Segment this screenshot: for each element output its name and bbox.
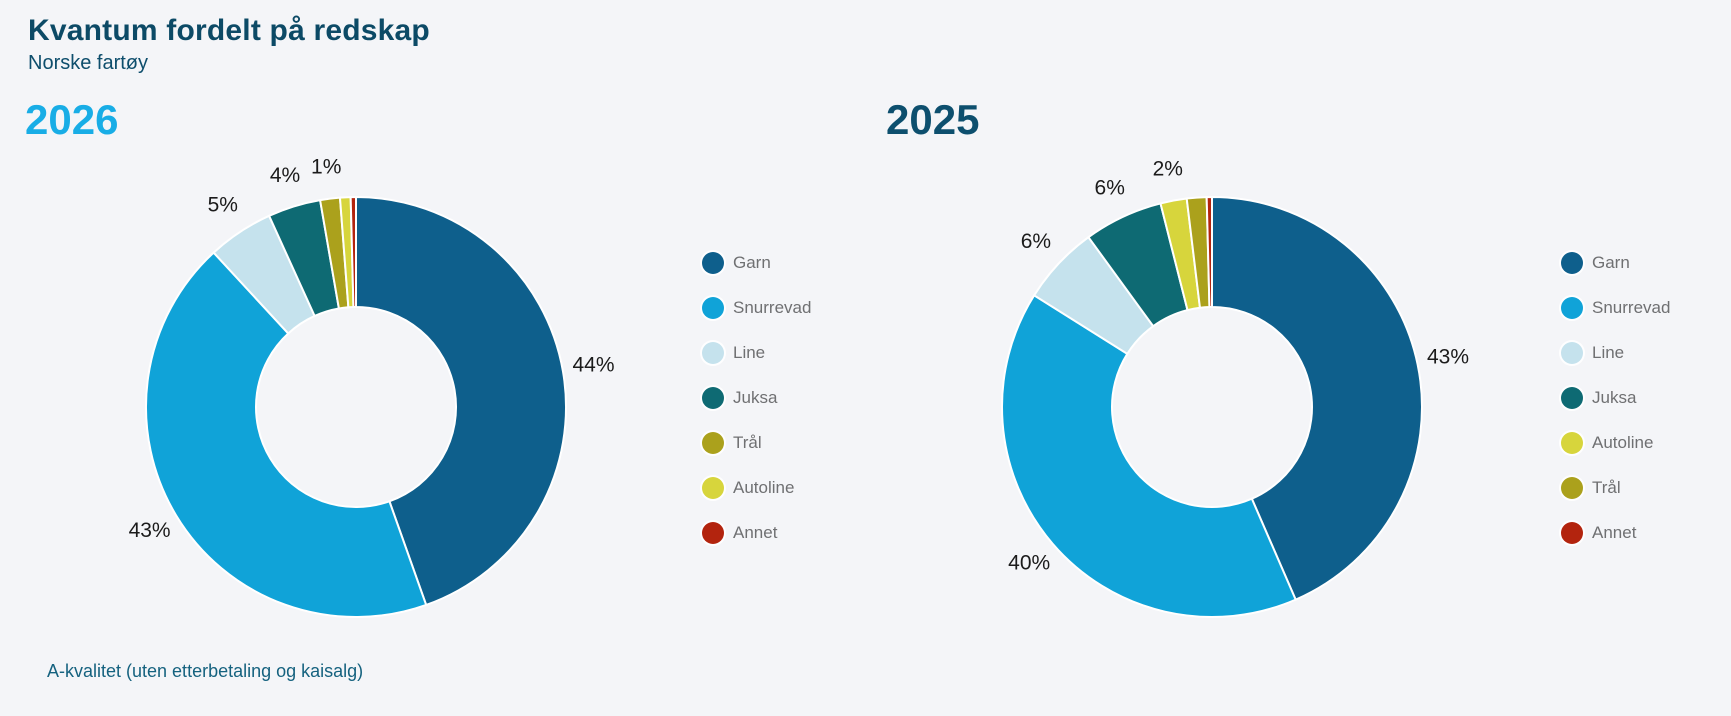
legend-item-line-2025[interactable]: Line	[1561, 342, 1670, 364]
slice-label-juksa-2025: 6%	[1095, 176, 1125, 199]
page-subtitle: Norske fartøy	[28, 52, 149, 74]
legend-item-tral-2025[interactable]: Trål	[1561, 477, 1670, 499]
slice-garn-2026[interactable]	[355, 195, 567, 607]
legend-label: Autoline	[1592, 433, 1654, 452]
legend-2025: Garn Snurrevad Line Juksa Autoline Trål Annet	[1561, 252, 1670, 567]
legend-color-dot-icon	[1561, 522, 1583, 544]
legend-color-dot-icon	[702, 477, 724, 499]
slice-label-line-2025: 6%	[1021, 230, 1051, 253]
slice-annet-2025[interactable]	[1205, 195, 1213, 309]
legend-label: Juksa	[1592, 388, 1637, 407]
slice-label-garn-2025: 43%	[1427, 346, 1469, 369]
legend-label: Trål	[733, 433, 762, 452]
legend-item-garn-2025[interactable]: Garn	[1561, 252, 1670, 274]
slice-label-autoline-2025: 2%	[1153, 158, 1183, 181]
legend-label: Line	[733, 343, 766, 362]
legend-color-dot-icon	[1561, 432, 1583, 454]
legend-color-dot-icon	[702, 342, 724, 364]
legend-label: Autoline	[733, 478, 795, 497]
legend-item-autoline-2025[interactable]: Autoline	[1561, 432, 1670, 454]
legend-label: Annet	[733, 523, 778, 542]
legend-item-juksa-2025[interactable]: Juksa	[1561, 387, 1670, 409]
legend-item-autoline-2026[interactable]: Autoline	[702, 477, 811, 499]
year-heading-2026: 2026	[25, 96, 119, 143]
legend-label: Garn	[1592, 253, 1630, 272]
donut-chart-2025: 43% 40% 6% 6% 2%	[1001, 158, 1469, 618]
legend-item-line-2026[interactable]: Line	[702, 342, 811, 364]
slice-label-snurrevad-2026: 43%	[129, 519, 171, 542]
slice-label-garn-2026: 44%	[572, 354, 614, 377]
slice-snurrevad-2025[interactable]	[1001, 293, 1297, 618]
legend-label: Annet	[1592, 523, 1637, 542]
slice-garn-2025[interactable]	[1211, 195, 1423, 601]
legend-label: Juksa	[733, 388, 778, 407]
legend-color-dot-icon	[1561, 387, 1583, 409]
legend-item-snurrevad-2025[interactable]: Snurrevad	[1561, 297, 1670, 319]
legend-item-juksa-2026[interactable]: Juksa	[702, 387, 811, 409]
slice-label-snurrevad-2025: 40%	[1008, 552, 1050, 575]
legend-2026: Garn Snurrevad Line Juksa Trål Autoline Annet	[702, 252, 811, 567]
legend-color-dot-icon	[702, 297, 724, 319]
legend-label: Line	[1592, 343, 1625, 362]
legend-item-garn-2026[interactable]: Garn	[702, 252, 811, 274]
legend-color-dot-icon	[1561, 342, 1583, 364]
legend-label: Snurrevad	[733, 298, 812, 317]
legend-label: Garn	[733, 253, 771, 272]
legend-color-dot-icon	[702, 387, 724, 409]
slice-label-line-2026: 5%	[208, 194, 238, 217]
legend-label: Snurrevad	[1592, 298, 1671, 317]
legend-item-annet-2025[interactable]: Annet	[1561, 522, 1670, 544]
slice-label-tral-2026: 1%	[311, 155, 341, 178]
legend-color-dot-icon	[1561, 477, 1583, 499]
legend-item-annet-2026[interactable]: Annet	[702, 522, 811, 544]
legend-color-dot-icon	[702, 522, 724, 544]
page-title: Kvantum fordelt på redskap	[28, 14, 430, 47]
slice-label-juksa-2026: 4%	[270, 164, 300, 187]
legend-color-dot-icon	[702, 252, 724, 274]
slice-snurrevad-2026[interactable]	[145, 251, 428, 619]
slice-annet-2026[interactable]	[349, 195, 357, 309]
legend-color-dot-icon	[1561, 297, 1583, 319]
legend-label: Trål	[1592, 478, 1621, 497]
donut-chart-2026: 44% 43% 5% 4% 1%	[129, 155, 615, 619]
legend-color-dot-icon	[702, 432, 724, 454]
footnote: A-kvalitet (uten etterbetaling og kaisal…	[47, 661, 364, 681]
legend-color-dot-icon	[1561, 252, 1583, 274]
legend-item-snurrevad-2026[interactable]: Snurrevad	[702, 297, 811, 319]
legend-item-tral-2026[interactable]: Trål	[702, 432, 811, 454]
year-heading-2025: 2025	[886, 96, 980, 143]
